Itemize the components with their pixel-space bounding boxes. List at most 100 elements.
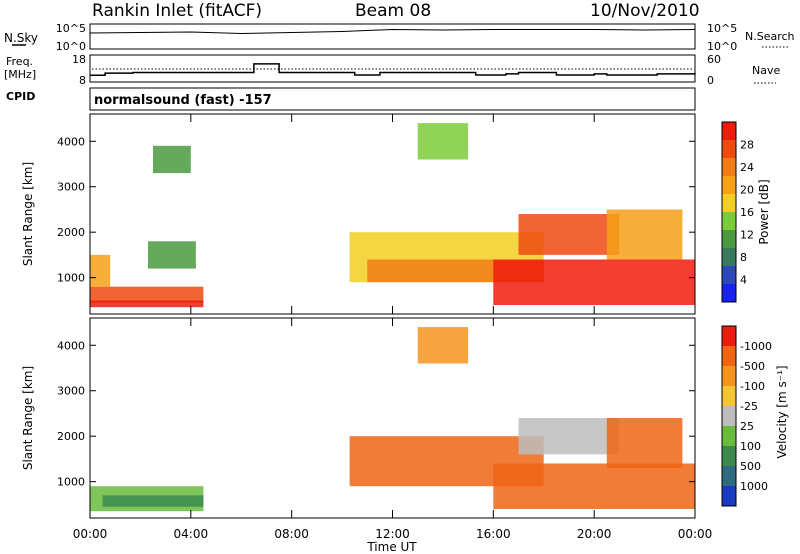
colorbar-tick-label: 500 xyxy=(740,460,761,473)
beam-title: Beam 08 xyxy=(355,1,431,21)
colorbar-tick-label: -500 xyxy=(740,360,765,373)
x-axis-label: Time UT xyxy=(366,540,417,554)
colorbar-segment xyxy=(722,194,736,212)
colorbar-segment xyxy=(722,248,736,266)
cpid-text: normalsound (fast) -157 xyxy=(94,93,272,108)
colorbar-segment xyxy=(722,486,736,506)
data-region xyxy=(518,214,620,255)
noise-left-bottom-tick: 10^0 xyxy=(56,40,86,53)
noise-right-label: N.Search xyxy=(745,30,795,43)
velocity-axes: 1000 2000 3000 4000 xyxy=(57,318,696,518)
noise-right-top-tick: 10^5 xyxy=(707,22,737,35)
colorbar-tick-label: 28 xyxy=(740,139,754,152)
colorbar-segment xyxy=(722,386,736,406)
colorbar-tick-label: 8 xyxy=(740,251,747,264)
power-colorbar: 4 8 12 16 20 24 28 xyxy=(721,121,754,303)
date-title: 10/Nov/2010 xyxy=(590,1,700,21)
freq-label-line1: Freq. xyxy=(6,55,33,68)
power-panel: 1000 2000 3000 4000 Slant Range [km] 4 8 12 16… xyxy=(21,113,771,315)
data-region xyxy=(493,463,695,509)
x-tick-label: 00:00 xyxy=(678,527,713,541)
data-region xyxy=(606,418,683,468)
x-tick-label: 04:00 xyxy=(174,527,209,541)
power-colorbar-label: Power [dB] xyxy=(757,179,771,244)
colorbar-segment xyxy=(722,426,736,446)
colorbar-segment xyxy=(722,326,736,346)
data-region xyxy=(102,495,204,507)
colorbar-segment xyxy=(722,346,736,366)
colorbar-segment xyxy=(722,230,736,248)
colorbar-tick-label: 20 xyxy=(740,184,754,197)
colorbar-segment xyxy=(722,176,736,194)
power-cells xyxy=(90,123,695,308)
colorbar-segment xyxy=(722,366,736,386)
y-tick-label: 4000 xyxy=(57,135,85,148)
freq-line xyxy=(90,63,696,77)
data-region xyxy=(90,254,111,287)
colorbar-segment xyxy=(722,284,736,302)
data-region xyxy=(417,327,469,364)
noise-left-top-tick: 10^5 xyxy=(56,22,86,35)
colorbar-tick-label: 1000 xyxy=(740,480,768,493)
x-tick-label: 16:00 xyxy=(476,527,511,541)
colorbar-tick-label: 25 xyxy=(740,420,754,433)
x-tick-label: 20:00 xyxy=(577,527,612,541)
data-region xyxy=(493,259,695,305)
noise-right-bottom-tick: 10^0 xyxy=(707,40,737,53)
data-region xyxy=(153,145,191,174)
freq-panel: Freq. [MHz] 18 8 60 0 Nave xyxy=(4,53,780,87)
nave-top-tick: 60 xyxy=(707,53,721,66)
data-region xyxy=(148,241,196,269)
freq-label-line2: [MHz] xyxy=(4,68,36,81)
colorbar-tick-label: 4 xyxy=(740,274,747,287)
y-tick-label: 3000 xyxy=(57,385,85,398)
cpid-label: CPID xyxy=(6,90,35,103)
colorbar-tick-label: -1000 xyxy=(740,340,772,353)
data-region xyxy=(606,209,683,260)
x-tick-label: 08:00 xyxy=(274,527,309,541)
noise-panel: N.Sky 10^5 10^0 10^5 10^0 N.Search xyxy=(4,22,795,53)
y-tick-label: 2000 xyxy=(57,430,85,443)
data-region xyxy=(90,286,204,303)
colorbar-segment xyxy=(722,266,736,284)
nave-bottom-tick: 0 xyxy=(707,74,714,87)
colorbar-tick-label: -100 xyxy=(740,380,765,393)
power-ylabel: Slant Range [km] xyxy=(21,162,35,266)
velocity-panel: 1000 2000 3000 4000 Slant Range [km] 1000 50… xyxy=(21,317,789,519)
colorbar-segment xyxy=(722,466,736,486)
y-tick-label: 1000 xyxy=(57,272,85,285)
colorbar-tick-label: 24 xyxy=(740,161,754,174)
data-region xyxy=(90,300,204,308)
colorbar-frame xyxy=(721,325,737,507)
colorbar-frame xyxy=(721,121,737,303)
nave-label: Nave xyxy=(752,64,780,77)
velocity-ylabel: Slant Range [km] xyxy=(21,366,35,470)
noise-line xyxy=(89,28,696,35)
noise-left-label: N.Sky xyxy=(4,31,38,45)
colorbar-segment xyxy=(722,158,736,176)
colorbar-tick-label: 16 xyxy=(740,206,754,219)
colorbar-segment xyxy=(722,446,736,466)
velocity-colorbar-label: Velocity [m s⁻¹] xyxy=(775,365,789,458)
y-tick-label: 4000 xyxy=(57,339,85,352)
freq-bottom-tick: 8 xyxy=(79,74,86,87)
y-tick-label: 1000 xyxy=(57,476,85,489)
colorbar-tick-label: -25 xyxy=(740,400,758,413)
x-tick-label: 00:00 xyxy=(73,527,108,541)
y-tick-label: 3000 xyxy=(57,181,85,194)
y-tick-label: 2000 xyxy=(57,226,85,239)
station-title: Rankin Inlet (fitACF) xyxy=(92,1,262,21)
colorbar-tick-label: 12 xyxy=(740,229,754,242)
data-region xyxy=(518,418,620,455)
colorbar-segment xyxy=(722,406,736,426)
velocity-cells xyxy=(90,327,695,512)
cpid-panel: CPID normalsound (fast) -157 xyxy=(6,87,696,111)
x-tick-label: 12:00 xyxy=(375,527,410,541)
data-region xyxy=(417,123,469,160)
colorbar-segment xyxy=(722,140,736,158)
velocity-colorbar: 1000 500 100 25 -25 -100 -500 -1000 xyxy=(721,325,772,507)
freq-top-tick: 18 xyxy=(72,53,86,66)
colorbar-segment xyxy=(722,212,736,230)
x-tick-labels: 00:00 04:00 08:00 12:00 16:00 20:00 00:00 xyxy=(73,527,713,541)
